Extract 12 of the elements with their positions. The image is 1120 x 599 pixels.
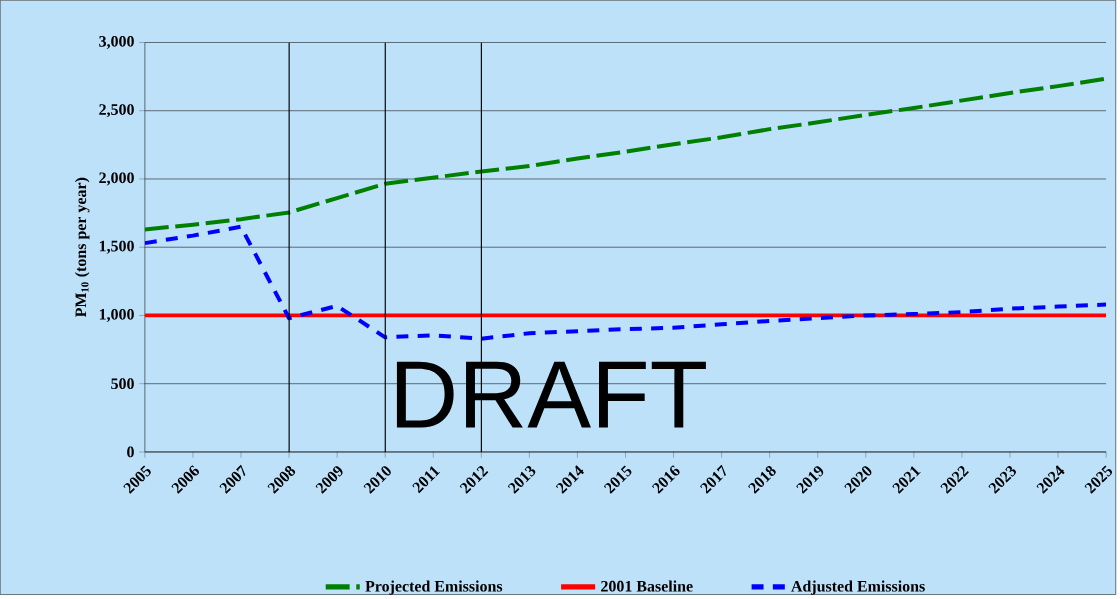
y-tick-label: 1,000 <box>99 309 134 323</box>
y-tick-label: 500 <box>111 378 134 390</box>
legend-label: Projected Emissions <box>365 580 503 595</box>
legend-label: 2001 Baseline <box>601 580 693 592</box>
y-axis-title: PM$_{10}$ (tons per year) <box>74 177 90 318</box>
x-tick-label: 2011 <box>412 466 441 494</box>
y-tick-label: 0 <box>127 446 134 458</box>
y-tick-label: 3,000 <box>99 36 134 50</box>
y-tick-label: 1,500 <box>99 240 134 254</box>
y-tick-label: 2,500 <box>99 104 134 118</box>
legend-label: Adjusted Emissions <box>791 580 925 595</box>
y-tick-label: 2,000 <box>99 172 134 186</box>
